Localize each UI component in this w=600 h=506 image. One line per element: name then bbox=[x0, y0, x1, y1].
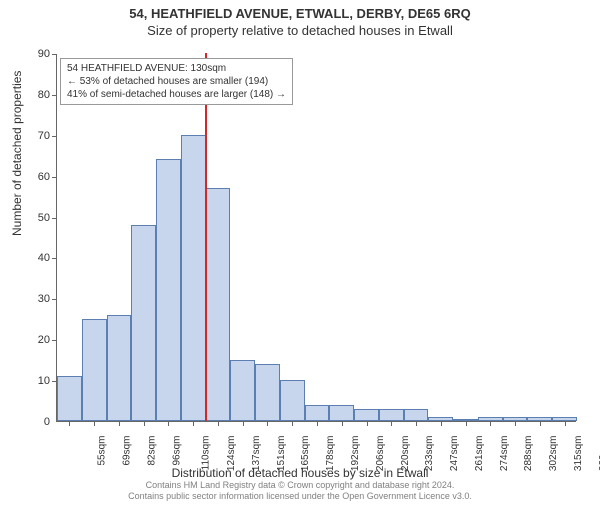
x-tick-mark bbox=[292, 421, 293, 426]
y-tick-mark bbox=[52, 299, 57, 300]
y-tick-label: 10 bbox=[20, 375, 50, 387]
y-tick-mark bbox=[52, 340, 57, 341]
x-tick-label: 69sqm bbox=[122, 436, 133, 466]
marker-line bbox=[205, 53, 207, 421]
y-tick-label: 50 bbox=[20, 212, 50, 224]
bar bbox=[354, 409, 379, 421]
x-tick-mark bbox=[267, 421, 268, 426]
x-tick-mark bbox=[69, 421, 70, 426]
bar bbox=[305, 405, 330, 421]
x-tick-label: 192sqm bbox=[350, 436, 361, 472]
y-tick-mark bbox=[52, 218, 57, 219]
y-tick-label: 80 bbox=[20, 89, 50, 101]
x-tick-label: 233sqm bbox=[424, 436, 435, 472]
y-tick-mark bbox=[52, 95, 57, 96]
x-tick-mark bbox=[243, 421, 244, 426]
bar bbox=[131, 225, 156, 421]
page-title-address: 54, HEATHFIELD AVENUE, ETWALL, DERBY, DE… bbox=[0, 6, 600, 21]
footer-attribution: Contains HM Land Registry data © Crown c… bbox=[0, 480, 600, 502]
x-tick-mark bbox=[342, 421, 343, 426]
x-tick-mark bbox=[218, 421, 219, 426]
bar bbox=[379, 409, 404, 421]
x-tick-mark bbox=[515, 421, 516, 426]
x-tick-label: 178sqm bbox=[325, 436, 336, 472]
bar bbox=[82, 319, 107, 421]
x-tick-mark bbox=[193, 421, 194, 426]
x-tick-label: 274sqm bbox=[499, 436, 510, 472]
x-tick-label: 55sqm bbox=[97, 436, 108, 466]
y-tick-label: 20 bbox=[20, 334, 50, 346]
x-tick-mark bbox=[119, 421, 120, 426]
x-tick-label: 247sqm bbox=[449, 436, 460, 472]
x-tick-label: 137sqm bbox=[251, 436, 262, 472]
annotation-box: 54 HEATHFIELD AVENUE: 130sqm ← 53% of de… bbox=[60, 58, 293, 105]
x-tick-mark bbox=[540, 421, 541, 426]
x-tick-mark bbox=[466, 421, 467, 426]
y-tick-label: 30 bbox=[20, 293, 50, 305]
x-tick-mark bbox=[317, 421, 318, 426]
x-tick-label: 124sqm bbox=[226, 436, 237, 472]
x-tick-mark bbox=[94, 421, 95, 426]
bar bbox=[181, 135, 206, 421]
y-tick-label: 40 bbox=[20, 252, 50, 264]
bar bbox=[280, 380, 305, 421]
x-tick-mark bbox=[168, 421, 169, 426]
x-tick-mark bbox=[441, 421, 442, 426]
y-tick-label: 70 bbox=[20, 130, 50, 142]
bar bbox=[230, 360, 255, 421]
x-tick-label: 261sqm bbox=[474, 436, 485, 472]
y-tick-mark bbox=[52, 177, 57, 178]
y-tick-label: 90 bbox=[20, 48, 50, 60]
bar bbox=[57, 376, 82, 421]
bar bbox=[107, 315, 132, 421]
x-tick-label: 220sqm bbox=[400, 436, 411, 472]
x-tick-label: 288sqm bbox=[523, 436, 534, 472]
x-tick-label: 151sqm bbox=[276, 436, 287, 472]
bar bbox=[404, 409, 429, 421]
y-tick-mark bbox=[52, 136, 57, 137]
x-tick-mark bbox=[367, 421, 368, 426]
footer-line1: Contains HM Land Registry data © Crown c… bbox=[0, 480, 600, 491]
y-tick-label: 0 bbox=[20, 416, 50, 428]
y-tick-mark bbox=[52, 258, 57, 259]
bar bbox=[156, 159, 181, 421]
x-tick-label: 96sqm bbox=[171, 436, 182, 466]
x-tick-mark bbox=[416, 421, 417, 426]
annotation-line1: 54 HEATHFIELD AVENUE: 130sqm bbox=[67, 62, 286, 75]
x-tick-mark bbox=[565, 421, 566, 426]
footer-line2: Contains public sector information licen… bbox=[0, 491, 600, 502]
x-tick-label: 110sqm bbox=[201, 436, 212, 471]
x-tick-label: 302sqm bbox=[548, 436, 559, 472]
bar bbox=[206, 188, 231, 421]
x-tick-mark bbox=[144, 421, 145, 426]
x-tick-label: 315sqm bbox=[573, 436, 584, 472]
x-tick-mark bbox=[391, 421, 392, 426]
y-tick-mark bbox=[52, 54, 57, 55]
bar bbox=[255, 364, 280, 421]
plot-area bbox=[56, 54, 576, 422]
x-tick-label: 82sqm bbox=[146, 436, 157, 466]
annotation-line2: ← 53% of detached houses are smaller (19… bbox=[67, 75, 286, 88]
y-tick-label: 60 bbox=[20, 171, 50, 183]
x-tick-label: 206sqm bbox=[375, 436, 386, 472]
chart-area: 54 HEATHFIELD AVENUE: 130sqm ← 53% of de… bbox=[56, 54, 576, 422]
x-tick-mark bbox=[490, 421, 491, 426]
annotation-line3: 41% of semi-detached houses are larger (… bbox=[67, 88, 286, 101]
bar bbox=[329, 405, 354, 421]
page-title-sub: Size of property relative to detached ho… bbox=[0, 23, 600, 38]
x-tick-label: 165sqm bbox=[301, 436, 312, 472]
